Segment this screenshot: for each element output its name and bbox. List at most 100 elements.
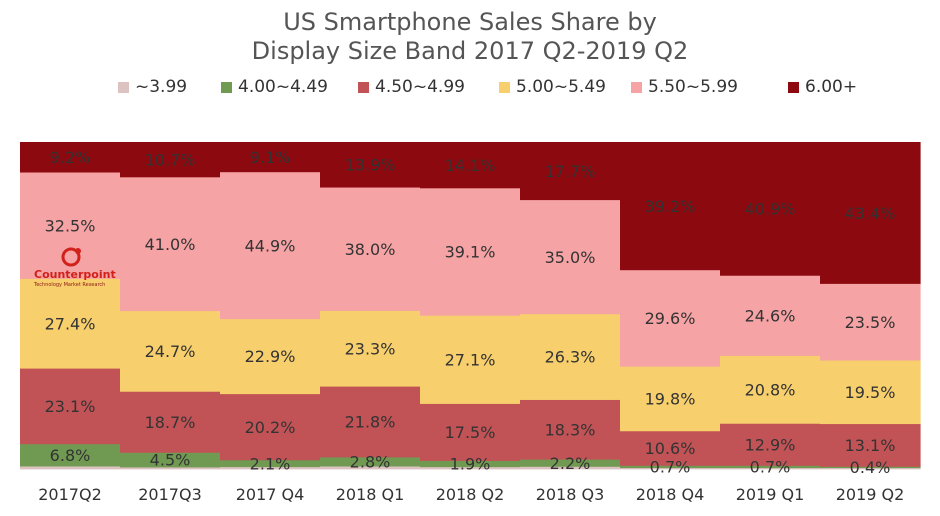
bar-segment-6-4: [320, 142, 421, 188]
data-label-4-5: 27.1%: [445, 350, 496, 369]
bar-segment-1-2: [120, 467, 221, 470]
bar-segment-6-5: [420, 142, 521, 189]
data-label-6-1: 9.2%: [50, 148, 91, 167]
bar-segment-5-9: [820, 283, 921, 361]
bar-segment-4-5: [420, 315, 521, 404]
data-label-5-5: 39.1%: [445, 243, 496, 262]
x-tick-label-6: 2018 Q3: [536, 485, 605, 504]
x-tick-label-7: 2018 Q4: [636, 485, 705, 504]
data-label-3-9: 13.1%: [845, 436, 896, 455]
x-tick-label-2: 2017Q3: [138, 485, 202, 504]
data-label-4-6: 26.3%: [545, 348, 596, 367]
bar-segment-2-5: [420, 460, 521, 468]
chart-legend: ~3.99 4.00~4.49 4.50~4.99 5.00~5.49 5.50~5.9…: [0, 75, 940, 99]
data-label-2-8: 0.7%: [750, 458, 791, 477]
data-label-4-3: 22.9%: [245, 347, 296, 366]
data-label-4-8: 20.8%: [745, 380, 796, 399]
data-label-3-7: 10.6%: [645, 439, 696, 458]
bar-segment-1-5: [420, 466, 521, 470]
bar-segment-5-5: [420, 187, 521, 316]
data-label-2-5: 1.9%: [450, 455, 491, 474]
chart-title-line-2: Display Size Band 2017 Q2-2019 Q2: [251, 37, 689, 65]
data-label-6-8: 40.9%: [745, 200, 796, 219]
bar-segment-5-6: [520, 199, 621, 315]
counterpoint-logo: Counterpoint Technology Market Research: [30, 245, 130, 295]
bar-segment-2-2: [120, 452, 221, 468]
data-label-3-5: 17.5%: [445, 423, 496, 442]
legend-swatch-2: [221, 81, 232, 93]
legend-item-5: 5.50~5.99: [631, 75, 738, 99]
data-label-6-7: 39.2%: [645, 197, 696, 216]
bar-segment-5-2: [120, 176, 221, 312]
bar-segment-2-7: [620, 465, 721, 469]
x-tick-label-4: 2018 Q1: [336, 485, 405, 504]
data-label-5-7: 29.6%: [645, 309, 696, 328]
data-label-5-9: 23.5%: [845, 313, 896, 332]
bar-segment-4-4: [320, 310, 421, 387]
legend-item-4: 5.00~5.49: [499, 75, 606, 99]
bar-segment-6-9: [820, 142, 921, 284]
data-label-4-7: 19.8%: [645, 390, 696, 409]
bar-segment-1-7: [620, 467, 721, 470]
data-label-4-4: 23.3%: [345, 339, 396, 358]
legend-label-6: 6.00+: [805, 77, 858, 97]
bar-segment-2-4: [320, 456, 421, 467]
data-label-5-4: 38.0%: [345, 240, 396, 259]
data-label-3-3: 20.2%: [245, 418, 296, 437]
bar-segment-5-8: [720, 275, 821, 356]
legend-label-4: 5.00~5.49: [516, 77, 606, 97]
data-label-6-6: 17.7%: [545, 162, 596, 181]
legend-label-1: ~3.99: [135, 77, 188, 97]
x-tick-label-1: 2017Q2: [38, 485, 102, 504]
data-label-3-2: 18.7%: [145, 413, 196, 432]
legend-item-1: ~3.99: [118, 75, 187, 99]
data-label-2-2: 4.5%: [150, 451, 191, 470]
x-tick-label-5: 2018 Q2: [436, 485, 505, 504]
data-label-6-9: 43.4%: [845, 204, 896, 223]
bar-segment-5-4: [320, 187, 421, 311]
data-label-2-6: 2.2%: [550, 454, 591, 473]
data-label-2-4: 2.8%: [350, 453, 391, 472]
bar-segment-4-8: [720, 355, 821, 424]
data-label-5-3: 44.9%: [245, 236, 296, 255]
bar-segment-2-6: [520, 459, 621, 467]
data-label-2-7: 0.7%: [650, 458, 691, 477]
bar-segment-3-6: [520, 399, 621, 460]
data-label-5-2: 41.0%: [145, 235, 196, 254]
data-label-6-4: 13.9%: [345, 156, 396, 175]
legend-swatch-3: [358, 81, 369, 93]
bar-segment-3-8: [720, 423, 821, 466]
data-label-2-9: 0.4%: [850, 458, 891, 477]
data-label-2-3: 2.1%: [250, 454, 291, 473]
bar-segment-3-4: [320, 386, 421, 458]
bar-segment-6-2: [120, 142, 221, 178]
data-label-3-1: 23.1%: [45, 397, 96, 416]
bar-segment-4-6: [520, 313, 621, 400]
data-label-3-4: 21.8%: [345, 413, 396, 432]
chart-title: US Smartphone Sales Share by Display Siz…: [0, 8, 940, 66]
bar-segment-2-3: [220, 459, 321, 468]
bar-segment-2-8: [720, 465, 821, 469]
data-label-4-2: 24.7%: [145, 342, 196, 361]
legend-label-3: 4.50~4.99: [375, 77, 465, 97]
chart-title-line-1: US Smartphone Sales Share by: [283, 8, 657, 36]
bar-segment-3-1: [20, 368, 121, 445]
bar-segment-1-6: [520, 466, 621, 470]
bar-segment-1-3: [220, 466, 321, 470]
legend-label-5: 5.50~5.99: [648, 77, 738, 97]
data-label-5-8: 24.6%: [745, 306, 796, 325]
bar-segment-2-1: [20, 443, 121, 467]
bar-segment-4-3: [220, 318, 321, 395]
bar-segment-5-3: [220, 171, 321, 320]
legend-swatch-4: [499, 81, 510, 93]
bar-segment-3-7: [620, 430, 721, 466]
bar-segment-6-3: [220, 142, 321, 173]
legend-swatch-6: [788, 81, 799, 93]
data-label-6-2: 10.7%: [145, 150, 196, 169]
data-label-5-1: 32.5%: [45, 216, 96, 235]
legend-item-6: 6.00+: [788, 75, 857, 99]
data-label-2-1: 6.8%: [50, 446, 91, 465]
bar-segment-4-9: [820, 360, 921, 425]
bar-segment-4-2: [120, 310, 221, 392]
